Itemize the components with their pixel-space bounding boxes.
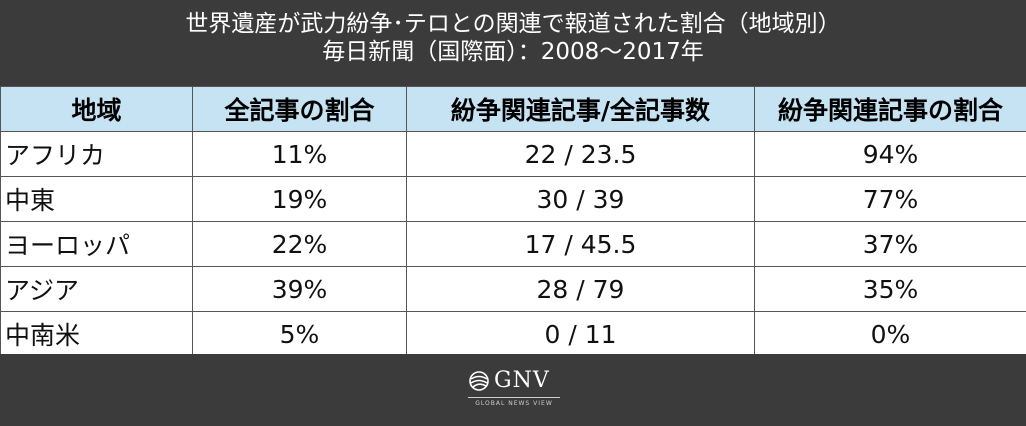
region-cell: ヨーロッパ <box>0 221 193 267</box>
region-cell: アジア <box>0 266 193 312</box>
share-of-all-cell: 39% <box>192 266 407 312</box>
share-of-all-cell: 19% <box>192 176 407 222</box>
share-of-all-cell: 5% <box>192 311 407 357</box>
conflict-share-cell: 37% <box>754 221 1026 267</box>
share-of-all-cell: 22% <box>192 221 407 267</box>
conflict-over-total-cell: 17 / 45.5 <box>406 221 755 267</box>
region-cell: 中南米 <box>0 311 193 357</box>
gnv-logo: GNV GLOBAL NEWS VIEW <box>462 368 566 412</box>
table-row: アジア 39% 28 / 79 35% <box>0 266 1026 312</box>
conflict-share-cell: 35% <box>754 266 1026 312</box>
column-header-region: 地域 <box>0 86 193 132</box>
conflict-over-total-cell: 0 / 11 <box>406 311 755 357</box>
table-row: 中南米 5% 0 / 11 0% <box>0 311 1026 357</box>
share-of-all-cell: 11% <box>192 131 407 177</box>
region-cell: アフリカ <box>0 131 193 177</box>
footer-bar: GNV GLOBAL NEWS VIEW <box>0 354 1026 426</box>
conflict-share-cell: 77% <box>754 176 1026 222</box>
logo-subtext: GLOBAL NEWS VIEW <box>468 397 560 407</box>
conflict-over-total-cell: 28 / 79 <box>406 266 755 312</box>
chart-subtitle: 毎日新聞（国際面）：2008〜2017年 <box>322 39 704 65</box>
column-header-share-of-all: 全記事の割合 <box>192 86 407 132</box>
region-cell: 中東 <box>0 176 193 222</box>
table-row: ヨーロッパ 22% 17 / 45.5 37% <box>0 221 1026 267</box>
conflict-share-cell: 94% <box>754 131 1026 177</box>
table-header-row: 地域 全記事の割合 紛争関連記事/全記事数 紛争関連記事の割合 <box>0 86 1026 132</box>
column-header-conflict-over-total: 紛争関連記事/全記事数 <box>406 86 755 132</box>
table-row: アフリカ 11% 22 / 23.5 94% <box>0 131 1026 177</box>
logo-text: GNV <box>494 368 550 393</box>
conflict-over-total-cell: 30 / 39 <box>406 176 755 222</box>
conflict-over-total-cell: 22 / 23.5 <box>406 131 755 177</box>
chart-title: 世界遺産が武力紛争･テロとの関連で報道された割合（地域別） <box>185 11 841 37</box>
globe-swoosh-icon <box>469 371 489 391</box>
table-row: 中東 19% 30 / 39 77% <box>0 176 1026 222</box>
conflict-share-cell: 0% <box>754 311 1026 357</box>
column-header-conflict-share: 紛争関連記事の割合 <box>754 86 1026 132</box>
title-bar: 世界遺産が武力紛争･テロとの関連で報道された割合（地域別） 毎日新聞（国際面）：… <box>0 0 1026 86</box>
data-table: 地域 全記事の割合 紛争関連記事/全記事数 紛争関連記事の割合 アフリカ 11%… <box>0 86 1026 357</box>
